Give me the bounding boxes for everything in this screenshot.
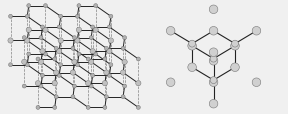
Circle shape <box>9 15 12 19</box>
Circle shape <box>35 81 41 86</box>
Circle shape <box>57 26 61 30</box>
Circle shape <box>71 47 75 51</box>
Circle shape <box>73 84 76 88</box>
Circle shape <box>252 78 261 87</box>
Circle shape <box>121 95 125 99</box>
Circle shape <box>59 15 63 19</box>
Circle shape <box>77 53 81 57</box>
Circle shape <box>136 57 140 61</box>
Circle shape <box>93 28 98 33</box>
Circle shape <box>22 84 26 88</box>
Circle shape <box>75 39 80 44</box>
Circle shape <box>252 27 261 36</box>
Circle shape <box>72 60 77 65</box>
Circle shape <box>108 39 113 44</box>
Circle shape <box>25 63 29 67</box>
Circle shape <box>39 84 43 88</box>
Circle shape <box>54 70 59 75</box>
Circle shape <box>89 36 93 40</box>
Circle shape <box>36 57 40 61</box>
Circle shape <box>22 60 27 65</box>
Circle shape <box>94 53 98 57</box>
Circle shape <box>71 95 75 99</box>
Circle shape <box>58 39 63 44</box>
Circle shape <box>91 26 95 30</box>
Circle shape <box>105 47 108 51</box>
Circle shape <box>231 63 239 72</box>
Circle shape <box>70 70 75 75</box>
Circle shape <box>209 57 218 66</box>
Circle shape <box>88 60 94 65</box>
Circle shape <box>231 42 239 51</box>
Circle shape <box>26 28 31 33</box>
Circle shape <box>107 49 112 54</box>
Circle shape <box>105 95 108 99</box>
Circle shape <box>104 70 109 75</box>
Circle shape <box>77 5 81 9</box>
Circle shape <box>120 70 126 75</box>
Circle shape <box>136 81 141 86</box>
Circle shape <box>40 49 45 54</box>
Circle shape <box>91 74 95 78</box>
Circle shape <box>90 49 95 54</box>
Circle shape <box>22 36 26 40</box>
Circle shape <box>53 105 57 109</box>
Circle shape <box>109 63 113 67</box>
Circle shape <box>86 81 91 86</box>
Circle shape <box>89 84 93 88</box>
Circle shape <box>27 5 31 9</box>
Circle shape <box>94 5 98 9</box>
Circle shape <box>38 60 43 65</box>
Circle shape <box>123 36 127 40</box>
Circle shape <box>43 53 48 57</box>
Circle shape <box>27 53 31 57</box>
Circle shape <box>57 74 61 78</box>
Circle shape <box>73 36 76 40</box>
Circle shape <box>122 60 127 65</box>
Circle shape <box>39 36 43 40</box>
Circle shape <box>102 81 107 86</box>
Circle shape <box>121 47 125 51</box>
Circle shape <box>210 77 217 84</box>
Circle shape <box>86 105 90 109</box>
Circle shape <box>123 84 127 88</box>
Circle shape <box>209 6 218 14</box>
Circle shape <box>103 57 107 61</box>
Circle shape <box>43 28 48 33</box>
Circle shape <box>54 47 58 51</box>
Circle shape <box>59 63 63 67</box>
Circle shape <box>232 41 238 48</box>
Circle shape <box>209 48 218 57</box>
Circle shape <box>103 105 107 109</box>
Circle shape <box>8 39 13 44</box>
Circle shape <box>166 27 175 36</box>
Circle shape <box>136 105 140 109</box>
Circle shape <box>41 74 44 78</box>
Circle shape <box>209 100 218 108</box>
Circle shape <box>107 26 111 30</box>
Circle shape <box>209 78 218 87</box>
Circle shape <box>76 28 82 33</box>
Circle shape <box>56 49 62 54</box>
Circle shape <box>36 105 40 109</box>
Circle shape <box>188 42 196 51</box>
Circle shape <box>75 15 79 19</box>
Circle shape <box>188 63 196 72</box>
Circle shape <box>107 74 111 78</box>
Circle shape <box>53 57 57 61</box>
Circle shape <box>86 57 90 61</box>
Circle shape <box>43 5 48 9</box>
Circle shape <box>52 81 57 86</box>
Circle shape <box>54 95 58 99</box>
Circle shape <box>24 39 30 44</box>
Circle shape <box>9 63 12 67</box>
Circle shape <box>189 41 196 48</box>
Circle shape <box>41 26 44 30</box>
Circle shape <box>75 63 79 67</box>
Circle shape <box>166 78 175 87</box>
Circle shape <box>209 27 218 36</box>
Circle shape <box>210 56 217 63</box>
Circle shape <box>109 15 113 19</box>
Circle shape <box>25 15 29 19</box>
